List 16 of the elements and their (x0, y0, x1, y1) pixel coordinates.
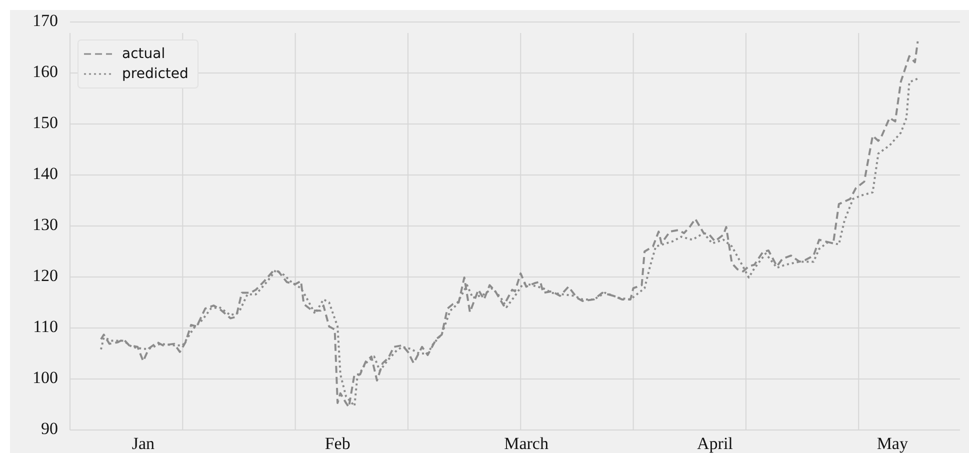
x-tick-label: Feb (324, 434, 350, 453)
y-tick-label: 150 (32, 112, 58, 132)
x-tick-label: Jan (132, 434, 156, 453)
y-tick-label: 110 (33, 316, 58, 336)
y-tick-label: 140 (32, 164, 58, 183)
x-tick-label: March (504, 434, 549, 453)
y-tick-label: 160 (32, 62, 58, 81)
legend-label: predicted (122, 66, 188, 82)
y-tick-label: 100 (32, 368, 58, 387)
x-tick-label: May (876, 434, 908, 453)
x-tick-label: April (697, 434, 734, 453)
y-tick-label: 170 (32, 10, 58, 30)
y-tick-label: 120 (32, 266, 58, 285)
y-tick-label: 90 (41, 418, 58, 438)
legend-label: actual (122, 46, 166, 62)
y-tick-label: 130 (32, 214, 58, 234)
